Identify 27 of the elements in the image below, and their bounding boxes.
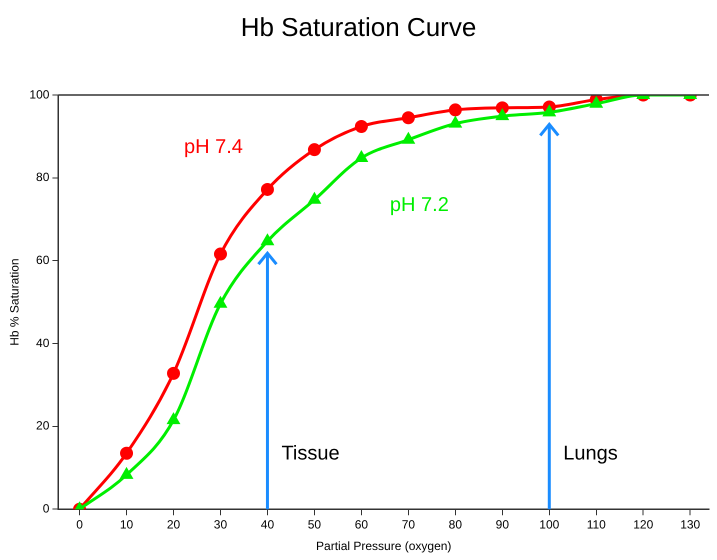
y-tick-label: 60 — [36, 252, 50, 267]
x-tick-label: 60 — [354, 518, 368, 532]
x-tick-label: 0 — [76, 518, 84, 532]
x-tick-label: 40 — [260, 518, 274, 532]
x-tick-label: 100 — [539, 518, 560, 532]
x-tick-label: 90 — [496, 518, 510, 532]
y-tick-label: 20 — [36, 418, 50, 433]
x-axis-title: Partial Pressure (oxygen) — [316, 539, 452, 554]
ref-line-label: Lungs — [563, 442, 618, 465]
x-tick-label: 50 — [308, 518, 322, 532]
text: pH 7.2 — [390, 194, 449, 216]
ref-line-label: Tissue — [281, 442, 340, 465]
x-tick-label: 130 — [680, 518, 701, 532]
y-tick-label: 100 — [29, 87, 50, 102]
x-tick-label: 30 — [214, 518, 228, 532]
x-tick-label: 70 — [402, 518, 416, 532]
y-tick-label: 40 — [36, 336, 50, 350]
x-tick-label: 110 — [586, 518, 606, 532]
y-axis-title: Hb % Saturation — [8, 258, 22, 346]
x-tick-label: 10 — [120, 518, 134, 532]
y-tick-label: 0 — [42, 502, 50, 516]
chart-title: Hb Saturation Curve — [240, 12, 478, 43]
x-tick-label: 20 — [166, 518, 180, 532]
series-label: pH 7.4 — [184, 136, 243, 158]
y-tick-label: 80 — [36, 170, 50, 184]
x-tick-label: 120 — [633, 518, 654, 532]
x-tick-label: 80 — [448, 518, 462, 532]
